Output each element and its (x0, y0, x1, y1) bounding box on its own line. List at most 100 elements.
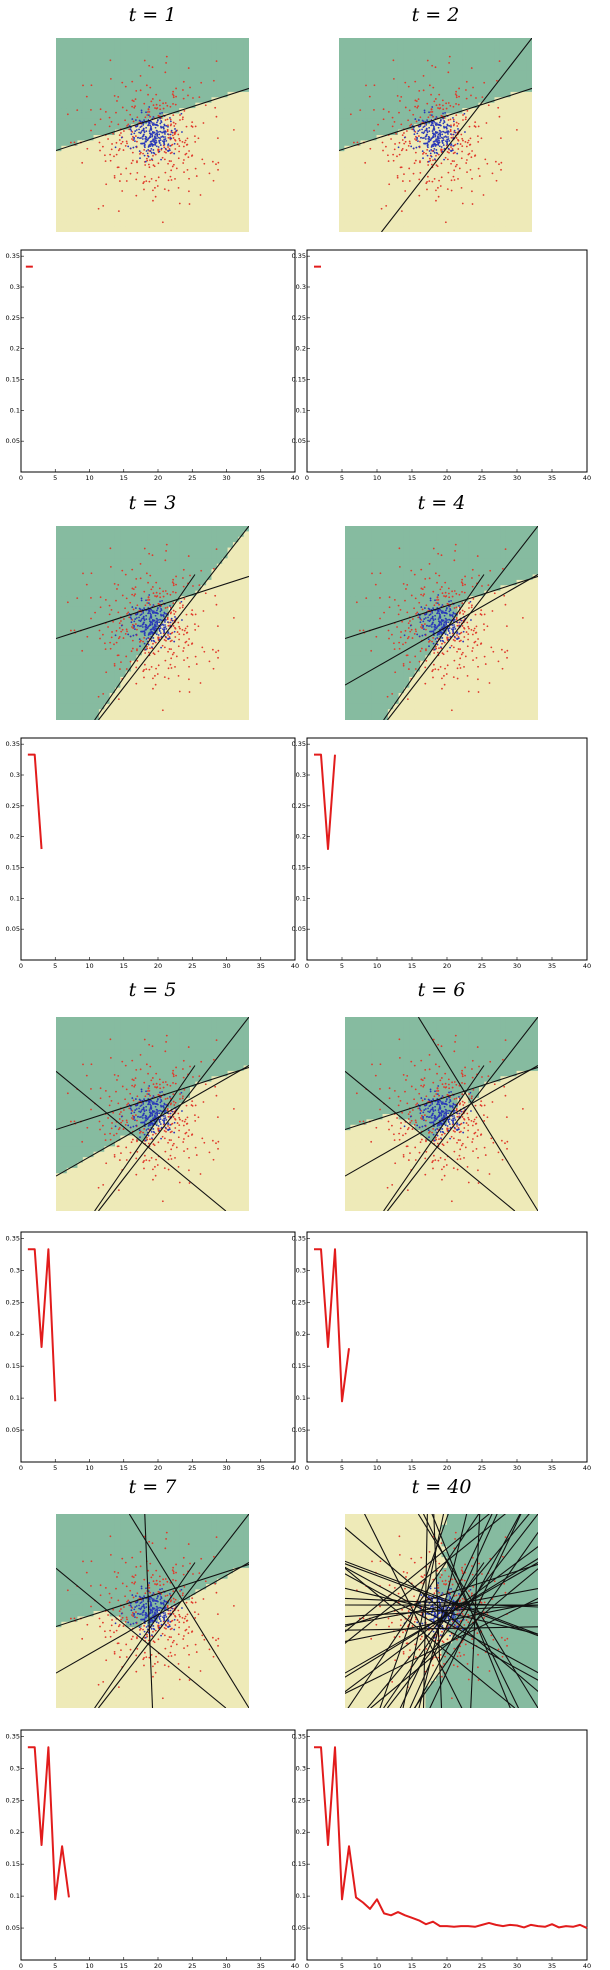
decision-boundary-line (339, 87, 532, 152)
y-tick-label: 0.2 (296, 1330, 306, 1338)
decision-boundary-line (417, 1514, 538, 1708)
decision-boundary-line (128, 1514, 249, 1708)
x-tick-label: 20 (443, 1464, 451, 1472)
decision-boundary-line (345, 1597, 538, 1695)
x-tick-label: 25 (478, 1464, 486, 1472)
x-tick-label: 15 (120, 1464, 128, 1472)
panel-title: t = 6 (418, 979, 466, 1001)
y-tick-label: 0.1 (296, 406, 306, 414)
decision-boundary-line (399, 1514, 493, 1708)
y-tick-label: 0.15 (292, 376, 306, 384)
y-tick-label: 0.2 (296, 345, 306, 353)
y-tick-label: 0.15 (6, 1860, 20, 1868)
x-tick-label: 5 (340, 1962, 344, 1970)
x-tick-label: 15 (120, 962, 128, 970)
x-tick-label: 0 (305, 1464, 309, 1472)
x-tick-label: 35 (257, 1962, 265, 1970)
y-tick-label: 0.35 (292, 1732, 306, 1740)
x-tick-label: 20 (443, 474, 451, 482)
panel-title: t = 4 (418, 492, 466, 514)
x-tick-label: 0 (305, 474, 309, 482)
decision-boundary-line (94, 574, 196, 720)
x-tick-label: 35 (257, 474, 265, 482)
decision-boundary-line (422, 1514, 428, 1708)
y-tick-label: 0.2 (10, 1828, 20, 1836)
x-tick-label: 15 (408, 962, 416, 970)
y-tick-label: 0.3 (296, 283, 306, 291)
y-tick-label: 0.05 (6, 437, 20, 445)
x-tick-label: 20 (154, 474, 162, 482)
x-tick-label: 40 (291, 474, 299, 482)
y-tick-label: 0.05 (6, 1426, 20, 1434)
x-tick-label: 0 (19, 474, 23, 482)
y-tick-label: 0.1 (10, 1892, 20, 1900)
y-tick-label: 0.35 (6, 1234, 20, 1242)
plot-frame (306, 737, 588, 961)
x-tick-label: 30 (222, 1962, 230, 1970)
y-tick-label: 0.3 (296, 771, 306, 779)
y-tick-label: 0.35 (6, 1732, 20, 1740)
x-tick-label: 20 (154, 962, 162, 970)
x-tick-label: 35 (548, 1464, 556, 1472)
y-tick-label: 0.1 (10, 406, 20, 414)
x-tick-label: 40 (291, 962, 299, 970)
x-tick-label: 25 (188, 474, 196, 482)
y-tick-label: 0.15 (292, 864, 306, 872)
decision-boundary-line (387, 1514, 538, 1708)
x-tick-label: 15 (120, 1962, 128, 1970)
plot-frame (306, 1729, 588, 1961)
x-tick-label: 15 (120, 474, 128, 482)
x-tick-label: 30 (513, 1464, 521, 1472)
y-tick-label: 0.25 (292, 802, 306, 810)
x-tick-label: 25 (478, 962, 486, 970)
y-tick-label: 0.1 (296, 1394, 306, 1402)
decision-boundary-line (418, 1514, 468, 1708)
x-tick-label: 30 (222, 1464, 230, 1472)
y-tick-label: 0.3 (10, 283, 20, 291)
x-tick-label: 10 (373, 474, 381, 482)
error-curve (314, 1746, 588, 1929)
plot-frame (20, 1231, 296, 1463)
plot-frame (306, 249, 588, 473)
x-tick-label: 40 (291, 1464, 299, 1472)
y-tick-label: 0.25 (292, 1796, 306, 1804)
y-tick-label: 0.05 (6, 1924, 20, 1932)
decision-boundary-line (56, 1070, 227, 1211)
x-tick-label: 15 (408, 1464, 416, 1472)
scatter-panel-t2 (339, 38, 532, 232)
x-tick-label: 5 (340, 474, 344, 482)
scatter-panel-t5 (56, 1017, 249, 1211)
x-tick-label: 30 (513, 962, 521, 970)
decision-boundary-line (56, 1563, 249, 1628)
scatter-panel-t3 (56, 526, 249, 720)
y-tick-label: 0.25 (292, 1298, 306, 1306)
y-tick-label: 0.25 (6, 314, 20, 322)
y-tick-label: 0.2 (296, 833, 306, 841)
decision-boundary-line (345, 575, 538, 640)
x-tick-label: 35 (548, 474, 556, 482)
y-tick-label: 0.2 (10, 833, 20, 841)
decision-boundary-line (414, 1514, 521, 1708)
panel-title: t = 7 (129, 1476, 178, 1498)
panel-title: t = 40 (412, 1476, 472, 1498)
decision-boundary-line (383, 1065, 485, 1211)
error-curve (27, 1746, 70, 1901)
scatter-panel-t4 (345, 526, 538, 720)
y-tick-label: 0.25 (6, 1796, 20, 1804)
y-tick-label: 0.1 (10, 1394, 20, 1402)
error-plot-t4: 0 5 10 15 20 25 30 35 40 0.05 0.1 0.15 0.2 0.25 0.3 0.3… (292, 737, 591, 970)
y-tick-label: 0.25 (6, 802, 20, 810)
error-plot-t40: 0 5 10 15 20 25 30 35 40 0.05 0.1 0.15 0.2 0.25 0.3 0.3… (292, 1729, 591, 1970)
x-tick-label: 40 (291, 1962, 299, 1970)
y-tick-label: 0.2 (10, 345, 20, 353)
error-plot-t6: 0 5 10 15 20 25 30 35 40 0.05 0.1 0.15 0.2 0.25 0.3 0.3… (292, 1231, 591, 1472)
y-tick-label: 0.15 (292, 1860, 306, 1868)
x-tick-label: 25 (478, 1962, 486, 1970)
plot-frame (20, 737, 296, 961)
panel-title: t = 5 (129, 979, 177, 1001)
x-tick-label: 40 (583, 474, 591, 482)
x-tick-label: 30 (513, 474, 521, 482)
decision-boundary-line (56, 87, 249, 152)
y-tick-label: 0.05 (292, 925, 306, 933)
